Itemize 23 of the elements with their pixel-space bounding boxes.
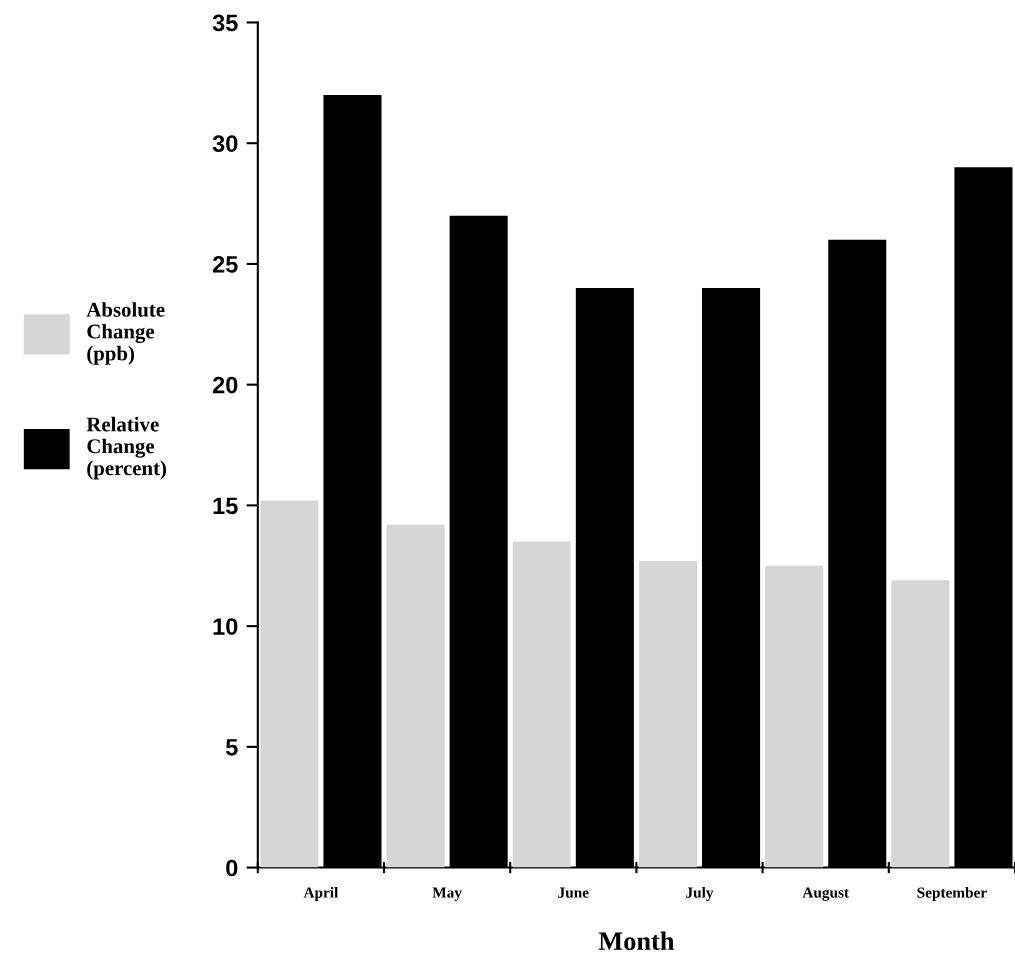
- x-tick-label: August: [802, 887, 849, 901]
- y-tick-label: 30: [212, 135, 238, 153]
- legend-label: Relative Change (percent): [86, 416, 167, 480]
- bar: [512, 541, 571, 868]
- x-tick-label: April: [303, 887, 339, 901]
- y-tick-label: 15: [213, 497, 238, 515]
- y-tick-label: 0: [226, 859, 238, 877]
- y-tick-label: 20: [212, 376, 238, 394]
- y-tick-label: 10: [213, 618, 238, 635]
- bar: [765, 565, 824, 868]
- x-tick-label: May: [432, 887, 462, 901]
- y-tick-label: 25: [212, 256, 238, 273]
- x-tick-label: July: [686, 887, 714, 901]
- x-tick-label: September: [917, 887, 987, 901]
- bar: [891, 580, 950, 868]
- bar: [386, 524, 445, 868]
- bar: [638, 560, 697, 868]
- y-tick-label: 35: [212, 14, 238, 32]
- x-tick-label: June: [558, 887, 589, 898]
- y-tick-label: 5: [225, 739, 238, 756]
- legend-label: Absolute Change (ppb): [86, 302, 165, 365]
- bar: [260, 500, 319, 868]
- x-axis-title: Month: [598, 931, 675, 951]
